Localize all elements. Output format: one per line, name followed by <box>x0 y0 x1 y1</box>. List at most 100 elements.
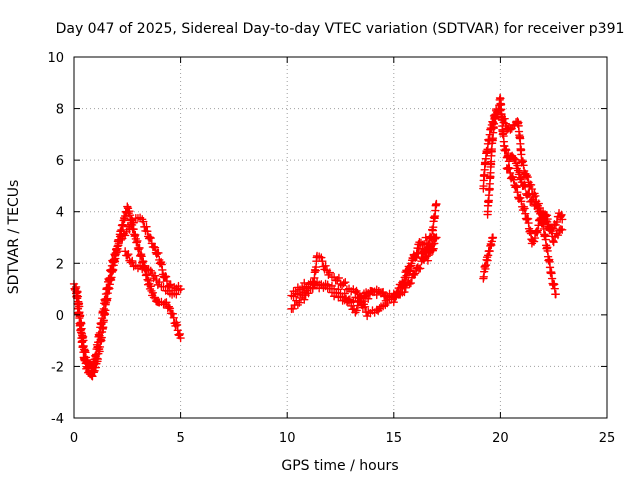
data-point <box>364 294 373 303</box>
x-tick-label: 25 <box>599 431 616 446</box>
data-point <box>409 270 419 280</box>
data-point <box>523 172 532 182</box>
data-point <box>432 199 441 209</box>
data-point <box>520 204 529 213</box>
data-point <box>505 164 514 173</box>
data-point <box>116 235 126 245</box>
data-point <box>334 285 343 294</box>
data-point <box>143 227 152 236</box>
data-point <box>172 320 182 330</box>
data-point <box>410 253 420 263</box>
data-point <box>176 333 185 343</box>
data-point <box>103 284 112 294</box>
data-point <box>168 309 178 319</box>
data-point <box>558 215 567 224</box>
data-point <box>105 273 115 283</box>
data-point <box>549 237 558 247</box>
y-tick-label: -4 <box>51 412 64 427</box>
data-point <box>421 233 430 242</box>
data-point <box>300 295 309 304</box>
data-point <box>288 304 298 314</box>
data-point <box>176 284 185 294</box>
data-point <box>419 247 429 256</box>
data-point <box>510 154 519 164</box>
data-point <box>353 288 362 298</box>
data-point <box>150 271 160 280</box>
data-point <box>362 291 371 300</box>
data-point <box>405 262 415 272</box>
data-point <box>416 264 425 273</box>
x-axis-label: GPS time / hours <box>281 458 398 474</box>
data-point <box>556 211 566 221</box>
series-segment-1b <box>71 213 185 373</box>
data-point <box>162 298 171 307</box>
data-point <box>551 290 561 299</box>
data-point <box>339 279 348 288</box>
data-point <box>88 363 97 373</box>
x-tick-label: 20 <box>492 431 509 446</box>
data-point <box>75 311 85 320</box>
data-point <box>83 355 92 365</box>
data-point <box>527 184 537 194</box>
data-point <box>557 210 566 220</box>
data-point <box>155 277 164 287</box>
data-point <box>162 276 172 286</box>
data-point <box>123 202 132 211</box>
data-point <box>547 226 556 236</box>
data-point <box>430 233 439 242</box>
data-point <box>529 237 539 246</box>
data-point <box>423 256 433 265</box>
data-point <box>400 287 409 297</box>
data-point <box>422 238 432 248</box>
data-point <box>500 114 509 123</box>
data-point <box>403 267 413 276</box>
data-point <box>133 236 142 246</box>
data-point <box>501 119 510 128</box>
data-point <box>345 295 355 304</box>
data-point <box>410 269 420 278</box>
data-point <box>129 218 138 227</box>
y-tick-label: 8 <box>56 103 64 118</box>
data-point <box>334 273 344 283</box>
data-point <box>145 233 155 242</box>
series-segment-2b <box>287 233 441 321</box>
data-point <box>512 183 521 192</box>
data-point <box>317 253 326 262</box>
data-point <box>521 209 530 218</box>
data-point <box>169 313 178 322</box>
data-point <box>340 289 349 298</box>
data-point <box>149 242 159 251</box>
data-point <box>415 244 425 253</box>
y-tick-label: 6 <box>56 154 64 169</box>
data-point <box>488 233 498 242</box>
y-tick-label: 2 <box>56 257 64 272</box>
x-tick-label: 10 <box>279 431 296 446</box>
x-tick-label: 5 <box>176 431 184 446</box>
data-point <box>175 329 185 339</box>
data-point <box>506 125 515 134</box>
data-point <box>88 372 97 381</box>
data-point <box>513 188 522 197</box>
y-axis-label: SDTVAR / TECUs <box>6 180 22 295</box>
series-segment-3 <box>479 233 498 283</box>
data-point <box>359 296 368 306</box>
data-point <box>526 180 536 190</box>
data-point <box>511 181 521 191</box>
data-point <box>172 290 181 299</box>
data-point <box>497 109 506 119</box>
data-point <box>325 268 335 277</box>
data-point <box>341 277 350 287</box>
series-segment-3d <box>502 163 567 248</box>
data-point <box>398 279 408 288</box>
x-tick-label: 0 <box>70 431 78 446</box>
data-point <box>426 246 435 255</box>
data-point <box>552 217 562 227</box>
data-point <box>504 157 514 166</box>
y-tick-label: 10 <box>47 51 64 66</box>
data-point <box>516 193 525 203</box>
axis-ticks: 0 5 10 15 20 25 -4 -2 0 2 4 6 8 10 <box>47 51 615 446</box>
data-point <box>496 106 505 115</box>
data-point <box>530 233 540 243</box>
data-point <box>146 233 155 243</box>
data-point <box>545 225 555 235</box>
